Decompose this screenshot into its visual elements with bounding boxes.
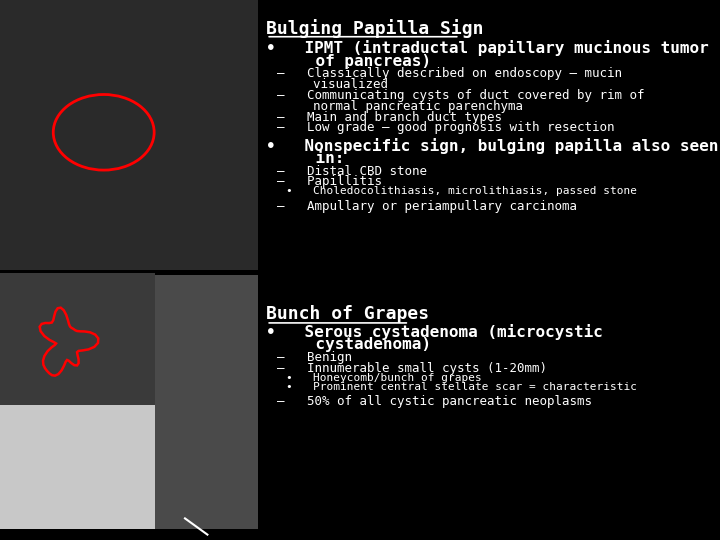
Text: •   Prominent central stellate scar = characteristic: • Prominent central stellate scar = char… bbox=[286, 382, 637, 393]
Text: –   Communicating cysts of duct covered by rim of: – Communicating cysts of duct covered by… bbox=[277, 89, 645, 102]
FancyBboxPatch shape bbox=[0, 0, 258, 270]
FancyBboxPatch shape bbox=[0, 405, 155, 529]
Text: normal pancreatic parenchyma: normal pancreatic parenchyma bbox=[283, 100, 523, 113]
Text: –   Distal CBD stone: – Distal CBD stone bbox=[277, 165, 428, 178]
Text: –   Main and branch duct types: – Main and branch duct types bbox=[277, 111, 503, 124]
FancyBboxPatch shape bbox=[155, 275, 258, 529]
Text: cystadenoma): cystadenoma) bbox=[277, 338, 431, 353]
Text: –   Low grade – good prognosis with resection: – Low grade – good prognosis with resect… bbox=[277, 122, 615, 134]
FancyBboxPatch shape bbox=[0, 273, 155, 405]
Text: •   Nonspecific sign, bulging papilla also seen: • Nonspecific sign, bulging papilla also… bbox=[266, 138, 719, 154]
Text: –   Benign: – Benign bbox=[277, 351, 353, 364]
Text: •   IPMT (intraductal papillary mucinous tumor: • IPMT (intraductal papillary mucinous t… bbox=[266, 40, 709, 57]
Text: Bulging Papilla Sign: Bulging Papilla Sign bbox=[266, 19, 484, 38]
Text: visualized: visualized bbox=[283, 78, 388, 91]
Text: –   Papillitis: – Papillitis bbox=[277, 176, 382, 188]
Text: in:: in: bbox=[277, 151, 345, 166]
Text: –   Classically described on endoscopy – mucin: – Classically described on endoscopy – m… bbox=[277, 68, 623, 80]
Text: of pancreas): of pancreas) bbox=[277, 54, 431, 69]
Text: –   Innumerable small cysts (1-20mm): – Innumerable small cysts (1-20mm) bbox=[277, 362, 547, 375]
Text: –   50% of all cystic pancreatic neoplasms: – 50% of all cystic pancreatic neoplasms bbox=[277, 395, 593, 408]
Text: –   Ampullary or periampullary carcinoma: – Ampullary or periampullary carcinoma bbox=[277, 200, 577, 213]
Text: •   Honeycomb/bunch of grapes: • Honeycomb/bunch of grapes bbox=[286, 373, 482, 383]
Text: •   Serous cystadenoma (microcystic: • Serous cystadenoma (microcystic bbox=[266, 324, 603, 340]
Text: •   Choledocolithiasis, microlithiasis, passed stone: • Choledocolithiasis, microlithiasis, pa… bbox=[286, 186, 637, 197]
Text: Bunch of Grapes: Bunch of Grapes bbox=[266, 305, 429, 323]
